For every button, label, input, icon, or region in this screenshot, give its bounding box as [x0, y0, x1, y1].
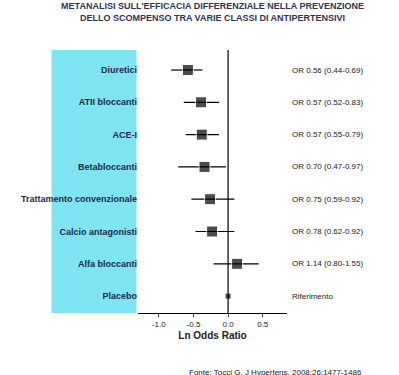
svg-text:OR 0.75 (0.59-0.92): OR 0.75 (0.59-0.92)	[292, 195, 363, 204]
svg-text:Fonte: Tocci G. J Hypertens. 2: Fonte: Tocci G. J Hypertens. 2008;26:147…	[189, 368, 362, 375]
svg-text:0.0: 0.0	[223, 320, 235, 329]
svg-text:ACE-I: ACE-I	[113, 130, 138, 140]
svg-text:OR 0.57 (0.52-0.83): OR 0.57 (0.52-0.83)	[292, 98, 363, 107]
svg-text:Ln Odds Ratio: Ln Odds Ratio	[178, 330, 246, 341]
svg-text:OR 0.56 (0.44-0.69): OR 0.56 (0.44-0.69)	[292, 66, 363, 75]
svg-text:0.5: 0.5	[257, 320, 269, 329]
svg-text:ATII bloccanti: ATII bloccanti	[79, 97, 137, 107]
svg-text:Calcio antagonisti: Calcio antagonisti	[59, 227, 137, 237]
svg-text:Placebo: Placebo	[102, 291, 137, 301]
svg-text:Diuretici: Diuretici	[101, 65, 137, 75]
svg-text:Trattamento convenzionale: Trattamento convenzionale	[21, 194, 137, 204]
svg-text:OR 0.57 (0.55-0.79): OR 0.57 (0.55-0.79)	[292, 130, 363, 139]
svg-text:Betabloccanti: Betabloccanti	[78, 162, 137, 172]
svg-text:OR 0.78 (0.62-0.92): OR 0.78 (0.62-0.92)	[292, 227, 363, 236]
svg-text:-1.0: -1.0	[152, 320, 166, 329]
svg-text:Alfa bloccanti: Alfa bloccanti	[78, 259, 137, 269]
svg-text:OR 0.70 (0.47-0.97): OR 0.70 (0.47-0.97)	[292, 162, 363, 171]
svg-text:Riferimento: Riferimento	[292, 292, 333, 301]
svg-text:OR 1.14 (0.80-1.55): OR 1.14 (0.80-1.55)	[292, 259, 363, 268]
svg-text:-0.5: -0.5	[187, 320, 201, 329]
svg-text:METANALISI SULL'EFFICACIA DIFF: METANALISI SULL'EFFICACIA DIFFERENZIALE …	[61, 1, 364, 23]
